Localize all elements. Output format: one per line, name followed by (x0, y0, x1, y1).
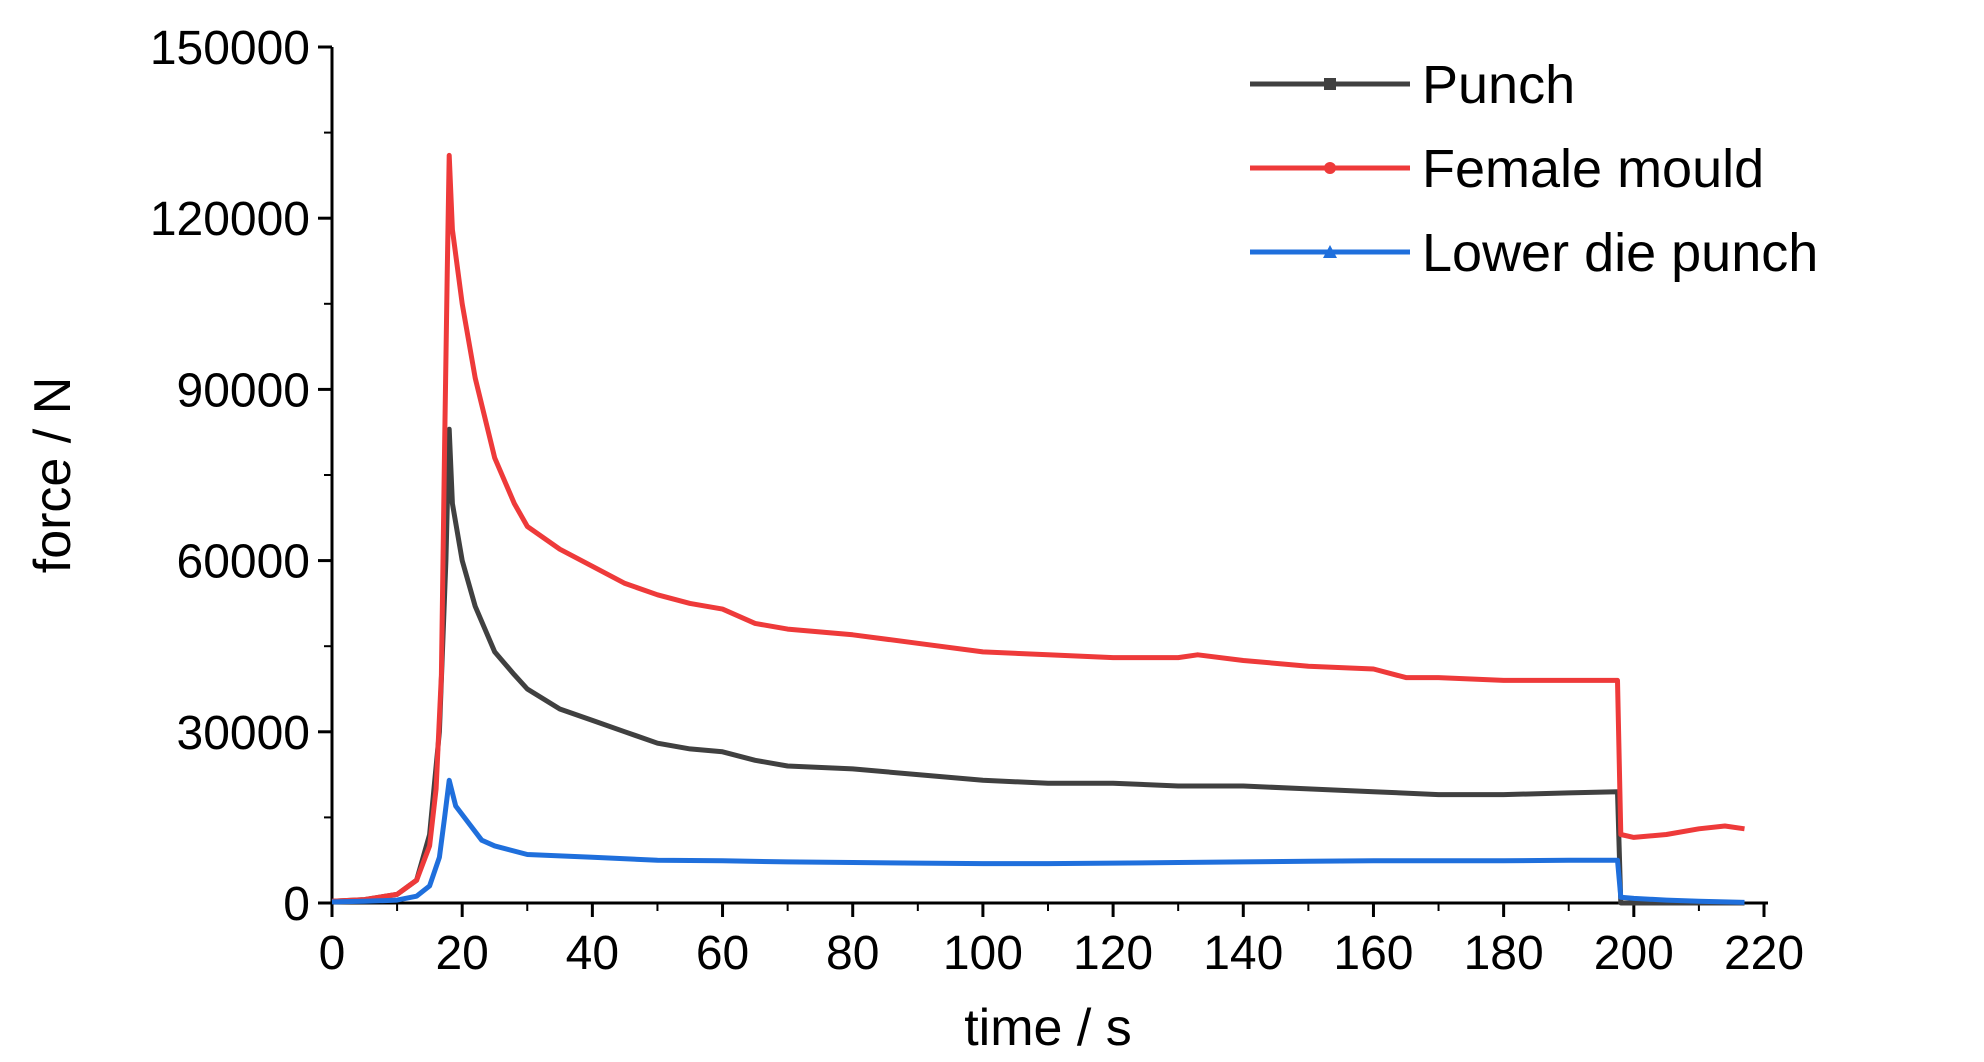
x-ticks: 0 20 40 60 80 100 120 140 160 180 200 220 (319, 903, 1804, 980)
x-tick-label: 60 (696, 927, 749, 980)
legend-label-1: Female mould (1422, 139, 1764, 199)
x-tick-label: 80 (826, 927, 879, 980)
x-tick-label: 0 (319, 927, 346, 980)
legend: Punch Female mould Lower die punch (1250, 55, 1818, 283)
series-line-0 (331, 426, 1745, 906)
y-tick-label: 120000 (150, 193, 310, 246)
y-axis-title: force / N (24, 377, 82, 574)
y-ticks: 0 30000 60000 90000 120000 150000 (150, 22, 332, 931)
y-tick-label: 30000 (177, 707, 310, 760)
x-tick-label: 40 (566, 927, 619, 980)
x-tick-label: 20 (435, 927, 488, 980)
series-line-1 (331, 152, 1745, 904)
y-tick-label: 0 (283, 878, 310, 931)
x-tick-label: 220 (1724, 927, 1804, 980)
legend-marker-2 (1323, 245, 1337, 258)
y-tick-label: 150000 (150, 22, 310, 75)
x-tick-label: 200 (1594, 927, 1674, 980)
legend-label-0: Punch (1422, 55, 1575, 115)
y-tick-label: 60000 (177, 536, 310, 589)
x-tick-label: 140 (1203, 927, 1283, 980)
x-tick-label: 160 (1333, 927, 1413, 980)
legend-label-2: Lower die punch (1422, 223, 1818, 283)
series-line-2 (331, 777, 1745, 905)
x-tick-label: 180 (1464, 927, 1544, 980)
series-layer (331, 152, 1745, 906)
x-tick-label: 120 (1073, 927, 1153, 980)
axes: 0 20 40 60 80 100 120 140 160 180 200 220 0 30000 600… (150, 22, 1804, 980)
y-tick-label: 90000 (177, 364, 310, 417)
legend-marker-0 (1324, 78, 1336, 90)
x-tick-label: 100 (943, 927, 1023, 980)
legend-marker-1 (1324, 162, 1336, 174)
x-axis-title: time / s (964, 999, 1132, 1057)
